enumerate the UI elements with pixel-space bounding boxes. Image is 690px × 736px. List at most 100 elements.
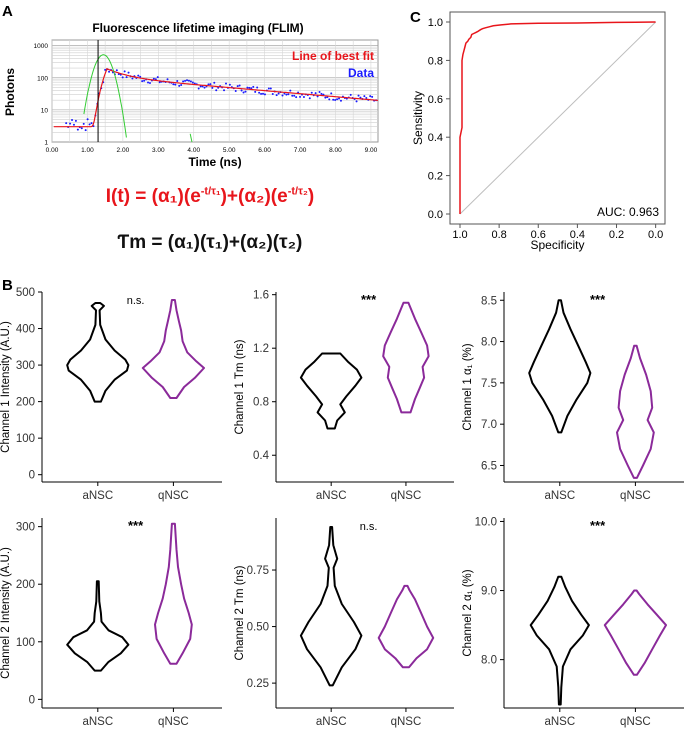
violin-category-label: aNSC — [544, 490, 575, 502]
flim-chart: Fluorescence lifetime imaging (FLIM) 0.00… — [3, 21, 379, 169]
flim-data-point — [285, 93, 288, 96]
roc-auc-annotation: AUC: 0.963 — [597, 205, 659, 219]
violin-shape-ansc — [66, 580, 130, 672]
violin-y-tick: 500 — [16, 287, 35, 299]
flim-data-point — [242, 91, 245, 94]
flim-data-point — [141, 80, 144, 83]
violin-y-label: Channel 1 Tm (ns) — [234, 339, 246, 434]
flim-data-point — [275, 94, 278, 97]
roc-x-tick: 1.0 — [452, 229, 467, 241]
flim-title: Fluorescence lifetime imaging (FLIM) — [92, 21, 303, 35]
flim-data-point — [318, 91, 321, 94]
flim-data-point — [191, 81, 194, 84]
violin-shape-qnsc — [154, 522, 193, 665]
flim-irf-tail — [189, 133, 193, 143]
roc-y-tick: 1.0 — [428, 17, 443, 29]
flim-data-point — [90, 122, 93, 125]
flim-y-tick: 100 — [37, 75, 48, 82]
panel-label-a: A — [2, 3, 13, 20]
flim-data-point — [156, 76, 159, 79]
violin-category-label: aNSC — [544, 716, 575, 728]
violin-y-tick: 8.5 — [481, 295, 497, 307]
flim-data-point — [72, 123, 75, 126]
flim-data-point — [209, 83, 212, 86]
flim-x-tick: 5.00 — [223, 147, 236, 154]
flim-x-tick: 2.00 — [117, 147, 130, 154]
flim-data-point — [244, 90, 247, 93]
flim-data-point — [310, 91, 313, 94]
violin-y-tick: 6.5 — [481, 460, 497, 472]
flim-y-tick: 1 — [44, 140, 48, 147]
flim-data-point — [334, 98, 337, 101]
flim-x-tick: 1.00 — [81, 147, 94, 154]
violin-y-tick: 8.0 — [481, 337, 497, 349]
flim-data-point — [123, 70, 126, 73]
flim-data-point — [137, 74, 140, 77]
violin-y-tick: 7.0 — [481, 419, 497, 431]
flim-data-point — [369, 95, 372, 98]
violin-significance: n.s. — [127, 295, 145, 307]
violin-y-tick: 10.0 — [475, 516, 497, 528]
flim-data-point — [176, 79, 179, 82]
flim-data-point — [277, 92, 280, 95]
flim-data-point — [139, 75, 142, 78]
flim-data-point — [69, 122, 72, 125]
violin-y-tick: 9.0 — [481, 586, 497, 598]
flim-x-tick: 4.00 — [187, 147, 200, 154]
flim-x-tick: 0.00 — [46, 147, 59, 154]
flim-data-point — [254, 90, 257, 93]
flim-data-point — [186, 79, 189, 82]
violin-category-label: aNSC — [316, 716, 347, 728]
flim-x-tick: 6.00 — [258, 147, 271, 154]
flim-data-point — [287, 93, 290, 96]
flim-data-point — [283, 92, 286, 95]
flim-data-point — [207, 83, 210, 86]
flim-data-point — [121, 76, 124, 79]
roc-x-tick: 0.6 — [531, 229, 546, 241]
flim-y-tick: 1000 — [34, 43, 49, 50]
flim-data-point — [189, 80, 192, 83]
roc-y-tick: 0.2 — [428, 171, 443, 183]
flim-data-point — [172, 83, 175, 86]
flim-data-point — [184, 79, 187, 82]
flim-data-point — [324, 96, 327, 99]
flim-legend-fit: Line of best fit — [292, 49, 374, 63]
flim-data-point — [246, 86, 249, 89]
flim-data-point — [223, 89, 226, 92]
violin-shape-ansc — [299, 526, 363, 687]
flim-irf-curve — [83, 54, 127, 138]
flim-data-point — [182, 80, 185, 83]
flim-data-point — [74, 119, 77, 122]
flim-data-point — [271, 93, 274, 96]
violin-charts: 0 100 200 300 400 500 aNSC qNSC Channel 1 Intens… — [0, 287, 684, 728]
roc-x-tick: 0.0 — [648, 229, 663, 241]
flim-data-point — [197, 87, 200, 90]
flim-data-point — [316, 95, 319, 98]
violin-y-tick: 200 — [16, 579, 35, 591]
flim-data-point — [260, 92, 263, 95]
violin-y-tick: 0.4 — [253, 450, 270, 462]
flim-data-point — [252, 85, 255, 88]
violin-ch2-a1: 8.0 9.0 10.0 aNSC qNSC Channel 2 α₁ (%) *** — [462, 516, 684, 728]
roc-x-label: Specificity — [530, 238, 584, 252]
flim-data-point — [289, 89, 292, 92]
flim-data-point — [332, 98, 335, 101]
flim-data-point — [269, 87, 272, 90]
violin-y-tick: 200 — [16, 397, 35, 409]
flim-data-point — [258, 91, 261, 94]
flim-x-tick: 9.00 — [365, 147, 378, 154]
flim-data-point — [104, 68, 107, 71]
flim-data-point — [250, 87, 253, 90]
flim-data-point — [320, 92, 323, 95]
violin-category-label: qNSC — [620, 490, 651, 502]
flim-data-point — [199, 85, 202, 88]
flim-plot-area — [51, 39, 379, 143]
violin-shape-qnsc — [603, 589, 667, 676]
flim-data-point — [302, 96, 305, 99]
flim-x-tick: 3.00 — [152, 147, 165, 154]
flim-y-tick: 10 — [41, 107, 49, 114]
violin-y-tick: 0 — [29, 470, 35, 482]
violin-significance: *** — [590, 518, 606, 533]
violin-shape-ansc — [66, 302, 130, 403]
